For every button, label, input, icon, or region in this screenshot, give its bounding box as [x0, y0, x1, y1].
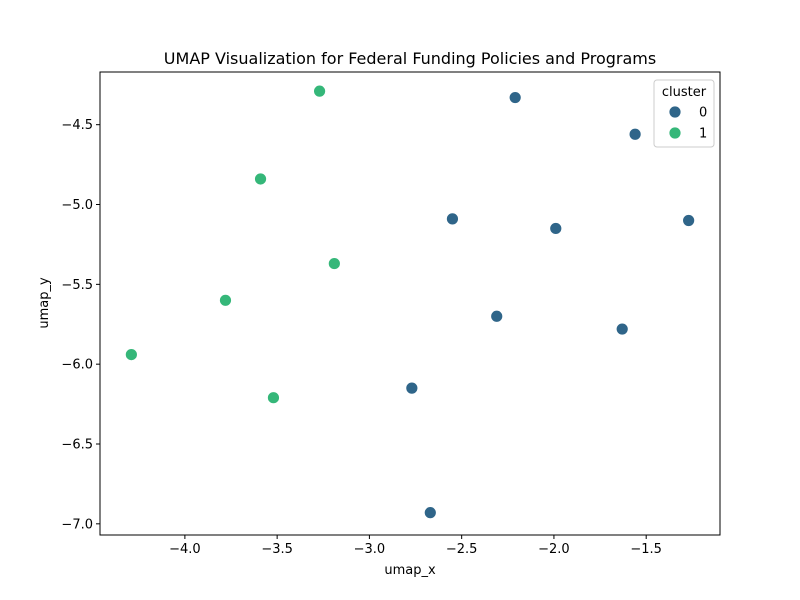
data-point-cluster-0 [446, 212, 459, 226]
data-point-cluster-1 [219, 293, 232, 307]
plot-frame [99, 71, 721, 536]
x-tick-label: −1.5 [630, 542, 662, 557]
x-tick-label: −2.0 [538, 542, 570, 557]
data-point-cluster-1 [254, 172, 267, 186]
y-axis: −7.0 −6.5 −6.0 −5.5 −5.0 −4.5 [61, 118, 100, 532]
data-point-cluster-0 [490, 309, 504, 323]
data-point-cluster-1 [327, 257, 341, 270]
x-axis: −4.0 −3.5 −3.0 −2.5 −2.0 −1.5 [169, 535, 662, 557]
data-point-cluster-0 [423, 506, 437, 520]
data-point-cluster-1 [267, 391, 280, 405]
legend-frame [653, 79, 715, 148]
chart-title: UMAP Visualization for Federal Funding P… [164, 49, 656, 68]
data-point-cluster-0 [628, 127, 642, 141]
x-tick-label: −4.0 [169, 542, 201, 557]
x-axis-label: umap_x [384, 563, 436, 578]
data-point-cluster-0 [682, 214, 696, 227]
y-tick-label: −7.0 [61, 517, 93, 532]
y-tick-label: −4.5 [61, 118, 93, 133]
data-point-cluster-1 [313, 84, 326, 98]
data-points [124, 84, 696, 520]
y-tick-label: −5.5 [61, 278, 93, 293]
data-point-cluster-0 [508, 91, 522, 104]
data-point-cluster-0 [549, 222, 563, 235]
legend: cluster 01 [653, 79, 715, 148]
legend-marker-cluster-0 [668, 105, 682, 119]
legend-title: cluster [662, 85, 707, 100]
y-axis-label: umap_y [37, 277, 52, 329]
data-point-cluster-0 [405, 381, 419, 395]
y-tick-label: −6.0 [61, 358, 93, 373]
y-tick-label: −6.5 [61, 437, 93, 452]
legend-marker-cluster-1 [668, 126, 682, 140]
legend-label-cluster-1: 1 [699, 127, 707, 142]
x-tick-label: −3.5 [261, 542, 293, 557]
plot-area: −4.0 −3.5 −3.0 −2.5 −2.0 −1.5 −7.0 −6.5 −6.0 −5.… [61, 71, 721, 557]
data-point-cluster-0 [615, 322, 629, 336]
x-tick-label: −2.5 [446, 542, 478, 557]
x-tick-label: −3.0 [354, 542, 386, 557]
legend-items: 01 [668, 105, 707, 142]
y-tick-label: −5.0 [61, 198, 93, 213]
data-point-cluster-1 [124, 348, 138, 361]
legend-label-cluster-0: 0 [699, 106, 707, 121]
